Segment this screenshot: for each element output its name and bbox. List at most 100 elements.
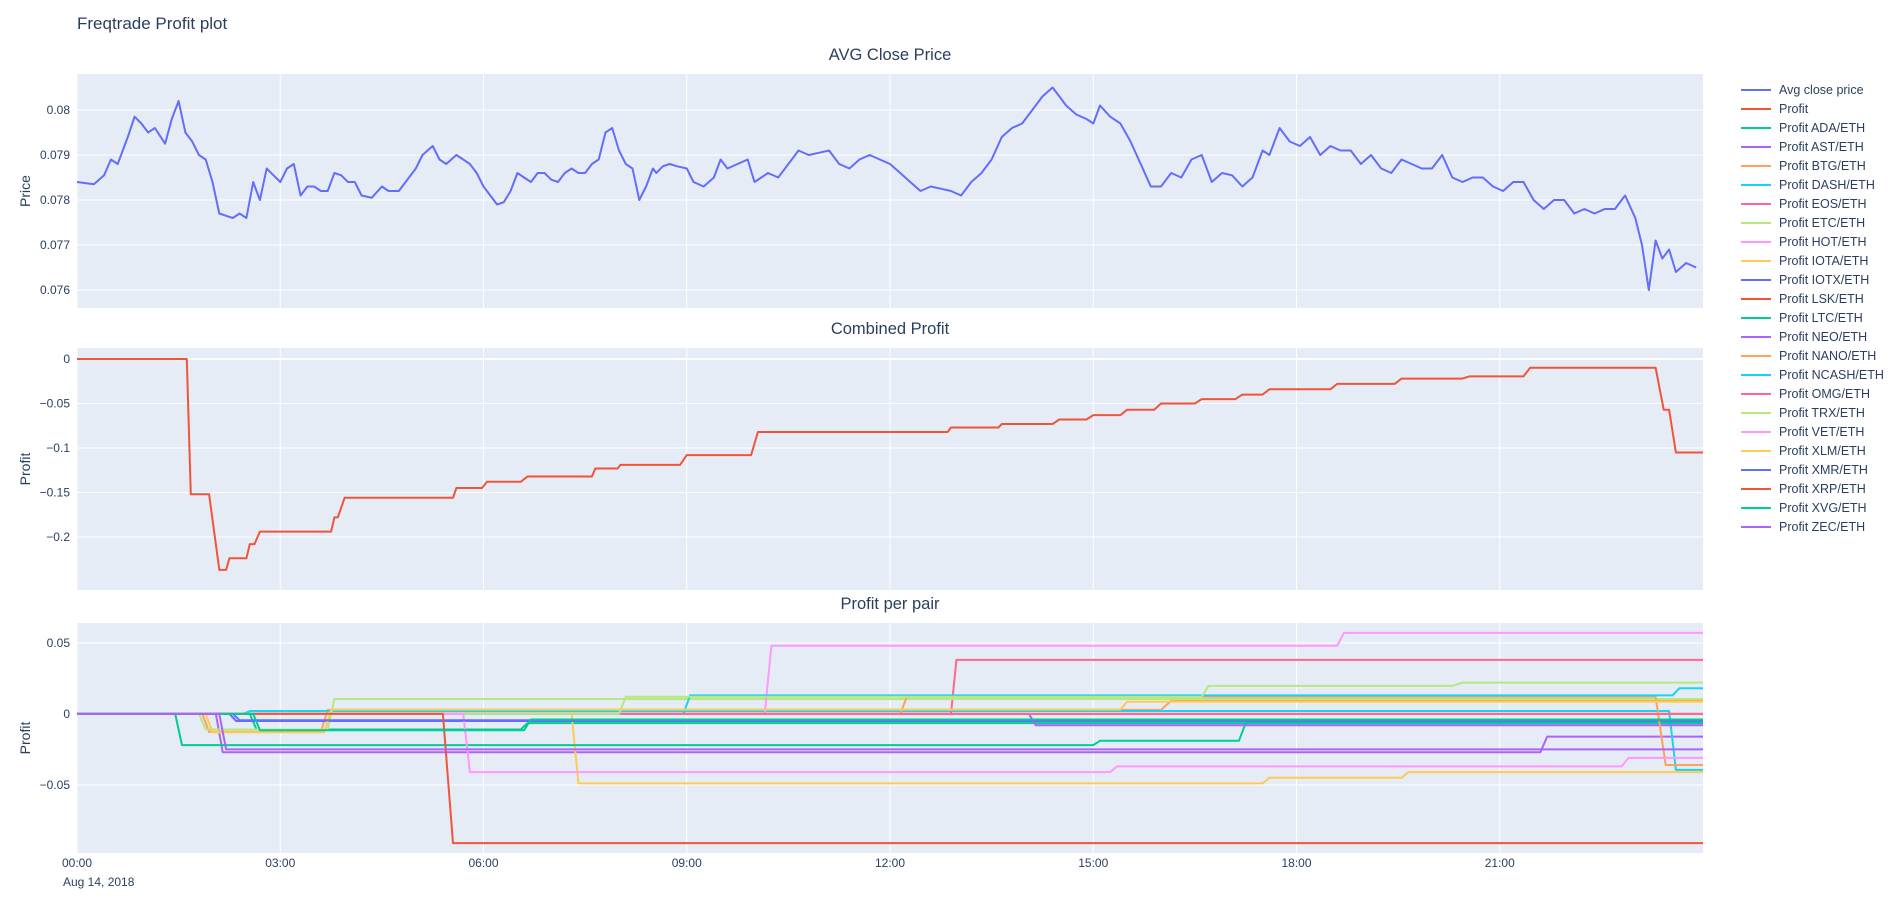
legend-item-profit-vet-eth[interactable]: Profit VET/ETH — [1741, 422, 1895, 441]
legend-item-label: Profit NANO/ETH — [1779, 348, 1877, 363]
legend-item-profit-xlm-eth[interactable]: Profit XLM/ETH — [1741, 441, 1895, 460]
legend-swatch-icon — [1741, 411, 1771, 414]
legend-item-avg-close-price[interactable]: Avg close price — [1741, 80, 1895, 99]
legend-item-label: Profit IOTA/ETH — [1779, 253, 1869, 268]
subplot-avg-close-price: 0.08 0.079 0.078 0.077 0.076 AVG Close Price P… — [17, 46, 1703, 308]
legend-swatch-icon — [1741, 392, 1771, 395]
legend-item-label: Profit — [1779, 101, 1809, 116]
legend-swatch-icon — [1741, 164, 1771, 167]
series-line-profit-vet-eth — [77, 712, 1703, 774]
legend-swatch-icon — [1741, 316, 1771, 319]
legend-item-profit-eos-eth[interactable]: Profit EOS/ETH — [1741, 194, 1895, 213]
legend-item-profit-btg-eth[interactable]: Profit BTG/ETH — [1741, 156, 1895, 175]
x-tick-label: 03:00 — [265, 856, 295, 870]
legend-item-profit[interactable]: Profit — [1741, 99, 1895, 118]
y-axis-title: Profit — [17, 722, 33, 755]
legend-item-profit-xrp-eth[interactable]: Profit XRP/ETH — [1741, 479, 1895, 498]
y-axis-title: Profit — [17, 453, 33, 486]
legend-item-profit-hot-eth[interactable]: Profit HOT/ETH — [1741, 232, 1895, 251]
legend-swatch-icon — [1741, 145, 1771, 148]
y-tick-label: −0.15 — [40, 485, 71, 499]
legend-item-profit-ncash-eth[interactable]: Profit NCASH/ETH — [1741, 365, 1895, 384]
series-line-profit — [77, 358, 1703, 571]
legend-swatch-icon — [1741, 202, 1771, 205]
legend-item-profit-omg-eth[interactable]: Profit OMG/ETH — [1741, 384, 1895, 403]
y-tick-label: 0.08 — [47, 103, 71, 117]
legend-swatch-icon — [1741, 468, 1771, 471]
legend-swatch-icon — [1741, 221, 1771, 224]
x-tick-label: 21:00 — [1485, 856, 1515, 870]
legend-item-profit-xvg-eth[interactable]: Profit XVG/ETH — [1741, 498, 1895, 517]
legend-swatch-icon — [1741, 354, 1771, 357]
legend-item-profit-nano-eth[interactable]: Profit NANO/ETH — [1741, 346, 1895, 365]
y-tick-label: −0.05 — [40, 778, 71, 792]
legend-item-label: Profit XMR/ETH — [1779, 462, 1868, 477]
legend-swatch-icon — [1741, 107, 1771, 110]
x-tick-label: 12:00 — [875, 856, 905, 870]
legend-swatch-icon — [1741, 430, 1771, 433]
y-tick-label: 0.079 — [40, 148, 70, 162]
x-tick-label: 18:00 — [1281, 856, 1311, 870]
y-tick-label: 0 — [63, 352, 70, 366]
legend-swatch-icon — [1741, 525, 1771, 528]
legend-item-profit-dash-eth[interactable]: Profit DASH/ETH — [1741, 175, 1895, 194]
x-tick-label: 00:00 — [62, 856, 92, 870]
legend-item-label: Profit ETC/ETH — [1779, 215, 1866, 230]
legend-item-label: Profit ADA/ETH — [1779, 120, 1866, 135]
legend: Avg close price Profit Profit ADA/ETH Profi… — [1741, 80, 1895, 536]
y-tick-label: −0.1 — [46, 441, 70, 455]
subplot-title: AVG Close Price — [829, 46, 952, 64]
legend-item-label: Profit NCASH/ETH — [1779, 367, 1884, 382]
legend-swatch-icon — [1741, 259, 1771, 262]
legend-swatch-icon — [1741, 88, 1771, 91]
legend-item-profit-ast-eth[interactable]: Profit AST/ETH — [1741, 137, 1895, 156]
legend-item-label: Avg close price — [1779, 82, 1864, 97]
legend-item-profit-etc-eth[interactable]: Profit ETC/ETH — [1741, 213, 1895, 232]
legend-item-profit-lsk-eth[interactable]: Profit LSK/ETH — [1741, 289, 1895, 308]
legend-item-label: Profit DASH/ETH — [1779, 177, 1875, 192]
legend-item-profit-iota-eth[interactable]: Profit IOTA/ETH — [1741, 251, 1895, 270]
legend-item-profit-iotx-eth[interactable]: Profit IOTX/ETH — [1741, 270, 1895, 289]
legend-swatch-icon — [1741, 297, 1771, 300]
legend-item-label: Profit LTC/ETH — [1779, 310, 1863, 325]
legend-item-label: Profit TRX/ETH — [1779, 405, 1865, 420]
page-title: Freqtrade Profit plot — [77, 14, 228, 33]
legend-swatch-icon — [1741, 183, 1771, 186]
y-tick-label: −0.2 — [46, 530, 70, 544]
subplot-title: Profit per pair — [840, 595, 940, 613]
legend-item-label: Profit XVG/ETH — [1779, 500, 1867, 515]
y-tick-label: 0 — [63, 707, 70, 721]
legend-swatch-icon — [1741, 506, 1771, 509]
legend-item-profit-neo-eth[interactable]: Profit NEO/ETH — [1741, 327, 1895, 346]
legend-swatch-icon — [1741, 126, 1771, 129]
legend-swatch-icon — [1741, 449, 1771, 452]
y-tick-label: 0.077 — [40, 238, 70, 252]
legend-item-profit-xmr-eth[interactable]: Profit XMR/ETH — [1741, 460, 1895, 479]
series-line-profit-xvg-eth — [77, 712, 1703, 732]
legend-item-label: Profit NEO/ETH — [1779, 329, 1868, 344]
legend-item-label: Profit HOT/ETH — [1779, 234, 1867, 249]
legend-item-label: Profit VET/ETH — [1779, 424, 1865, 439]
y-tick-label: −0.05 — [40, 397, 71, 411]
legend-item-profit-zec-eth[interactable]: Profit ZEC/ETH — [1741, 517, 1895, 536]
series-line-profit-trx-eth — [77, 681, 1703, 715]
subplot-title: Combined Profit — [831, 320, 950, 338]
x-tick-label: 09:00 — [672, 856, 702, 870]
legend-swatch-icon — [1741, 373, 1771, 376]
legend-swatch-icon — [1741, 335, 1771, 338]
legend-item-profit-trx-eth[interactable]: Profit TRX/ETH — [1741, 403, 1895, 422]
y-tick-label: 0.05 — [47, 636, 71, 650]
subplot-combined-profit: 0 −0.05 −0.1 −0.15 −0.2 Combined Profit Profit — [17, 320, 1703, 590]
legend-item-profit-ada-eth[interactable]: Profit ADA/ETH — [1741, 118, 1895, 137]
legend-item-label: Profit XRP/ETH — [1779, 481, 1866, 496]
legend-item-profit-ltc-eth[interactable]: Profit LTC/ETH — [1741, 308, 1895, 327]
x-axis-date-label: Aug 14, 2018 — [63, 875, 135, 889]
legend-item-label: Profit BTG/ETH — [1779, 158, 1866, 173]
x-tick-label: 06:00 — [468, 856, 498, 870]
legend-item-label: Profit ZEC/ETH — [1779, 519, 1866, 534]
legend-swatch-icon — [1741, 487, 1771, 490]
y-tick-label: 0.076 — [40, 283, 70, 297]
legend-swatch-icon — [1741, 240, 1771, 243]
